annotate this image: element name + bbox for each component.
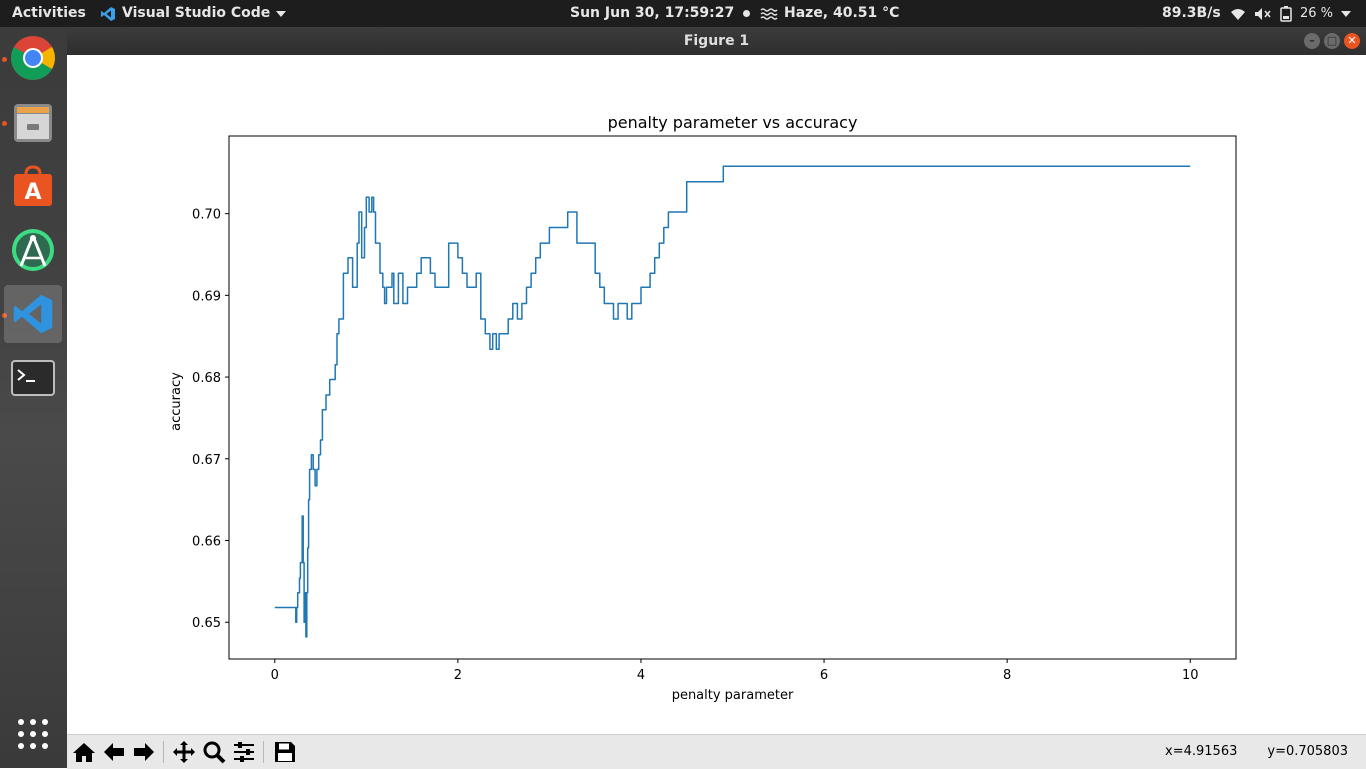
y-tick-label: 0.69 xyxy=(192,289,221,304)
back-button[interactable] xyxy=(100,739,128,765)
minimize-icon: – xyxy=(1309,34,1315,47)
coord-y: y=0.705803 xyxy=(1267,744,1348,759)
x-axis-label: penalty parameter xyxy=(672,688,794,703)
window-controls: – □ ✕ xyxy=(1304,33,1360,49)
vscode-small-icon xyxy=(101,6,115,21)
chrome-launcher-icon[interactable] xyxy=(4,29,62,87)
weather-label: Haze, 40.51 °C xyxy=(784,5,900,21)
clock-label: Sun Jun 30, 17:59:27 xyxy=(570,5,735,21)
y-axis-label: accuracy xyxy=(169,372,184,431)
toolbar-separator xyxy=(163,741,164,763)
window-title: Figure 1 xyxy=(683,33,750,49)
network-speed: 89.3B/s xyxy=(1162,5,1221,21)
activities-button[interactable]: Activities xyxy=(12,5,86,21)
battery-icon xyxy=(1280,5,1292,22)
figure-canvas[interactable]: 0 2 4 6 8 10 0.65 0.66 0.67 0.68 0.69 0.70 penalty p… xyxy=(67,55,1366,734)
chevron-down-icon xyxy=(276,10,287,17)
weather-indicator[interactable]: Haze, 40.51 °C xyxy=(760,0,899,27)
axes-frame xyxy=(228,135,1237,660)
running-indicator xyxy=(2,57,7,62)
chevron-down-icon xyxy=(1341,10,1352,17)
running-indicator xyxy=(2,313,7,318)
android-studio-launcher-icon[interactable] xyxy=(4,221,62,279)
maximize-button[interactable]: □ xyxy=(1324,33,1340,49)
sliders-icon xyxy=(234,742,254,762)
running-indicator xyxy=(2,121,7,126)
volume-muted-icon xyxy=(1255,7,1271,20)
minimize-button[interactable]: – xyxy=(1304,33,1320,49)
clock[interactable]: Sun Jun 30, 17:59:27 xyxy=(570,0,751,27)
figure-toolbar: x=4.91563 y=0.705803 xyxy=(67,734,1366,769)
coord-x: x=4.91563 xyxy=(1165,744,1238,759)
forward-button[interactable] xyxy=(130,739,158,765)
configure-subplots-button[interactable] xyxy=(230,739,258,765)
software-center-launcher-icon[interactable]: A xyxy=(4,157,62,215)
window-titlebar[interactable]: Figure 1 – □ ✕ xyxy=(67,27,1366,55)
wifi-icon xyxy=(1231,8,1245,20)
haze-icon xyxy=(760,7,778,20)
arrow-left-icon xyxy=(104,743,124,761)
x-tick-label: 6 xyxy=(820,668,828,683)
save-button[interactable] xyxy=(271,739,299,765)
app-menu[interactable]: Visual Studio Code xyxy=(100,0,287,27)
cursor-coordinates: x=4.91563 y=0.705803 xyxy=(1135,735,1348,769)
vscode-launcher-icon[interactable] xyxy=(4,285,62,343)
y-tick-label: 0.66 xyxy=(192,535,221,550)
magnifier-icon xyxy=(203,741,226,764)
arrow-right-icon xyxy=(134,743,154,761)
series-line xyxy=(274,165,1191,638)
app-menu-label: Visual Studio Code xyxy=(122,5,271,21)
close-icon: ✕ xyxy=(1347,34,1357,47)
terminal-launcher-icon[interactable] xyxy=(4,349,62,407)
system-tray[interactable]: 26 % xyxy=(1230,0,1352,27)
y-tick-label: 0.68 xyxy=(192,371,221,386)
y-tick-label: 0.70 xyxy=(192,208,221,223)
battery-label: 26 % xyxy=(1300,6,1334,21)
dock: A xyxy=(0,27,67,768)
files-launcher-icon[interactable] xyxy=(4,93,62,151)
y-tick-label: 0.65 xyxy=(192,616,221,631)
chart-title: penalty parameter vs accuracy xyxy=(608,113,858,132)
line-chart[interactable]: 0 2 4 6 8 10 0.65 0.66 0.67 0.68 0.69 0.70 penalty p… xyxy=(67,55,1366,734)
y-tick-label: 0.67 xyxy=(192,453,221,468)
show-applications-icon[interactable] xyxy=(4,705,62,763)
home-icon xyxy=(73,743,95,762)
x-tick-label: 4 xyxy=(637,668,645,683)
x-tick-label: 10 xyxy=(1182,668,1199,683)
move-icon xyxy=(173,741,195,763)
home-button[interactable] xyxy=(70,739,98,765)
top-panel: Activities Visual Studio Code Sun Jun 30… xyxy=(0,0,1366,27)
pan-button[interactable] xyxy=(170,739,198,765)
toolbar-separator xyxy=(263,741,264,763)
x-tick-label: 0 xyxy=(271,668,279,683)
notification-dot-icon xyxy=(743,9,751,17)
x-tick-label: 8 xyxy=(1003,668,1011,683)
zoom-button[interactable] xyxy=(200,739,228,765)
maximize-icon: □ xyxy=(1326,34,1338,47)
floppy-disk-icon xyxy=(275,742,295,762)
close-button[interactable]: ✕ xyxy=(1344,33,1360,49)
x-tick-label: 2 xyxy=(454,668,462,683)
svg-text:A: A xyxy=(24,180,41,205)
